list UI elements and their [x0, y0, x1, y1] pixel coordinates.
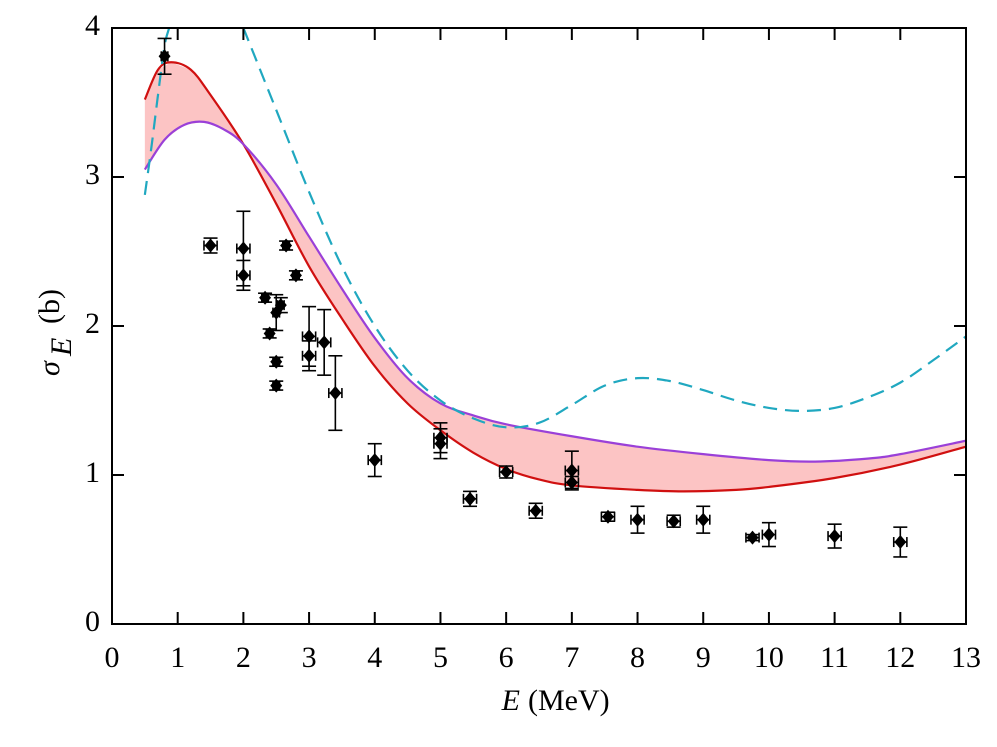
marker	[158, 49, 171, 64]
curve	[143, 28, 966, 429]
y-label-symbol: σ	[33, 360, 66, 376]
x-tick-label: 9	[696, 641, 711, 674]
marker	[368, 453, 381, 468]
marker	[894, 535, 907, 550]
marker	[270, 378, 283, 393]
marker	[762, 527, 775, 542]
y-label: σ E (b)	[33, 289, 78, 376]
x-tick-label: 11	[820, 641, 849, 674]
x-label-unit: (MeV)	[528, 684, 610, 717]
curve	[143, 61, 966, 493]
y-label-unit: (b)	[33, 289, 66, 324]
x-tick-label: 7	[564, 641, 579, 674]
x-tick-label: 1	[170, 641, 185, 674]
marker	[631, 512, 644, 527]
marker	[303, 348, 316, 363]
marker	[303, 329, 316, 344]
band	[144, 62, 966, 492]
marker	[529, 503, 542, 518]
x-tick-label: 0	[105, 641, 120, 674]
marker	[259, 290, 272, 305]
marker	[237, 241, 250, 256]
marker	[318, 335, 331, 350]
y-tick-label: 0	[85, 605, 100, 638]
x-tick-label: 12	[885, 641, 915, 674]
marker	[289, 268, 302, 283]
marker	[500, 465, 513, 480]
marker	[270, 354, 283, 369]
marker	[434, 436, 447, 451]
y-tick-label: 2	[85, 307, 100, 340]
y-tick-label: 3	[85, 158, 100, 191]
marker	[329, 386, 342, 401]
x-tick-label: 13	[951, 641, 981, 674]
marker	[237, 268, 250, 283]
curve	[143, 120, 966, 463]
x-tick-label: 5	[433, 641, 448, 674]
marker	[274, 298, 287, 313]
marker	[828, 529, 841, 544]
x-tick-label: 10	[754, 641, 784, 674]
y-label-subscript: E	[45, 338, 78, 357]
marker	[697, 512, 710, 527]
marker	[464, 491, 477, 506]
marker	[601, 509, 614, 524]
marker	[667, 514, 680, 529]
plot-area	[143, 28, 966, 558]
x-tick-label: 2	[236, 641, 251, 674]
marker	[565, 463, 578, 478]
marker	[565, 475, 578, 490]
x-tick-label: 8	[630, 641, 645, 674]
marker	[204, 238, 217, 253]
x-label-symbol: E	[501, 684, 520, 717]
marker	[280, 238, 293, 253]
marker	[746, 530, 759, 545]
y-tick-label: 1	[85, 456, 100, 489]
x-tick-label: 4	[367, 641, 382, 674]
x-tick-label: 3	[302, 641, 317, 674]
x-tick-label: 6	[499, 641, 514, 674]
y-tick-label: 4	[85, 9, 100, 42]
